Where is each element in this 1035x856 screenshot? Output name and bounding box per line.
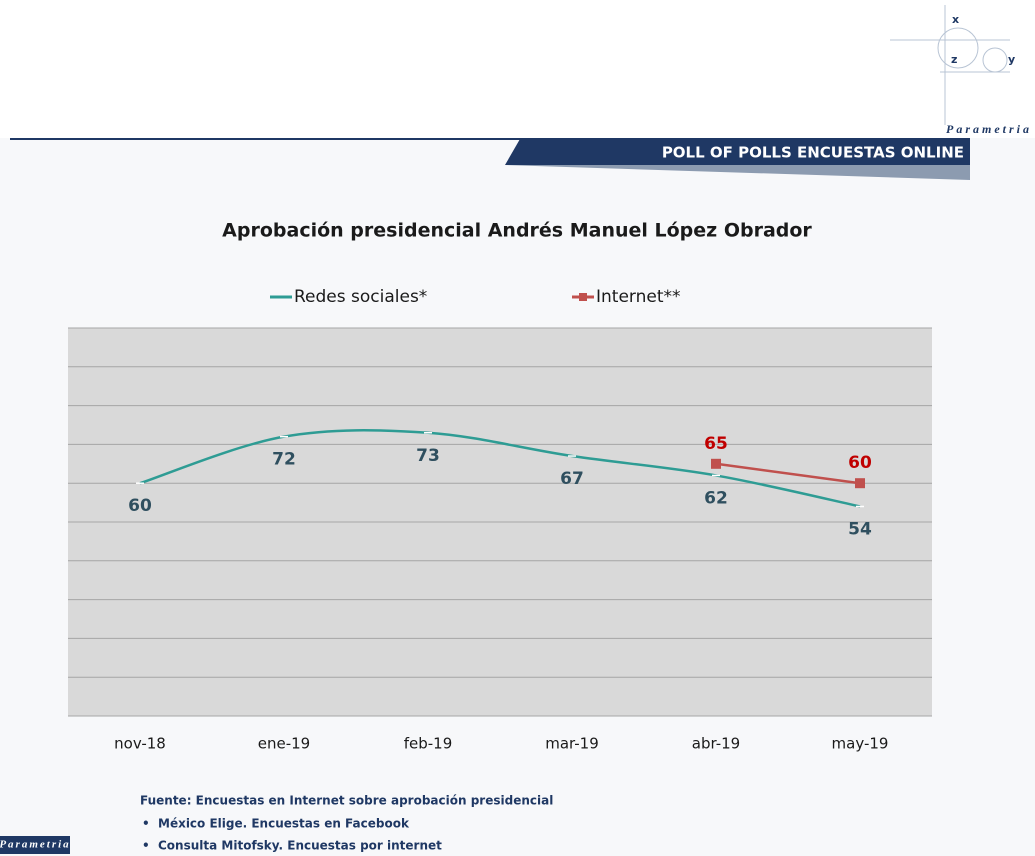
logo-letter: z: [951, 53, 957, 66]
chart-title: Aprobación presidencial Andrés Manuel Ló…: [222, 220, 812, 242]
data-label: 65: [704, 434, 728, 454]
x-tick-label: nov-18: [114, 735, 166, 753]
footnote-bullet: •: [142, 817, 150, 831]
header-title: POLL OF POLLS ENCUESTAS ONLINE: [662, 144, 964, 162]
footnote-item: México Elige. Encuestas en Facebook: [158, 817, 410, 831]
series-line: [139, 429, 861, 508]
footnote-source: Fuente: Encuestas en Internet sobre apro…: [140, 794, 553, 808]
data-label: 54: [848, 519, 872, 539]
legend-label: Redes sociales*: [294, 287, 427, 307]
data-label: 60: [128, 496, 152, 516]
x-tick-label: ene-19: [258, 735, 310, 753]
data-label: 67: [560, 469, 584, 489]
point-marker: [711, 458, 721, 469]
header-shadow: [505, 165, 970, 180]
x-tick-label: may-19: [832, 735, 889, 753]
logo-graphic: [890, 5, 1010, 125]
data-label: 60: [848, 453, 872, 473]
logo-letter: x: [952, 13, 959, 26]
logo-letter: y: [1008, 53, 1015, 66]
footnote-item: Consulta Mitofsky. Encuestas por interne…: [158, 839, 442, 853]
footnote-bullet: •: [142, 839, 150, 853]
legend-marker: [579, 293, 587, 301]
x-tick-label: mar-19: [545, 735, 599, 753]
x-tick-label: feb-19: [404, 735, 453, 753]
data-label: 62: [704, 488, 728, 508]
x-tick-label: abr-19: [692, 735, 740, 753]
footer-badge: [0, 836, 70, 854]
data-label: 73: [416, 446, 440, 466]
point-marker: [855, 478, 865, 489]
legend-label: Internet**: [596, 287, 681, 307]
data-label: 72: [272, 450, 296, 470]
series-line: [715, 462, 861, 485]
footer-badge-text: Parametria: [0, 839, 71, 851]
header-band: [505, 139, 970, 165]
logo-name: Parametria: [946, 122, 1032, 136]
